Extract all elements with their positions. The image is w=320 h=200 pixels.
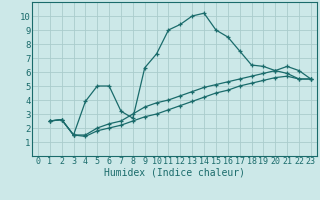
X-axis label: Humidex (Indice chaleur): Humidex (Indice chaleur) bbox=[104, 168, 245, 178]
